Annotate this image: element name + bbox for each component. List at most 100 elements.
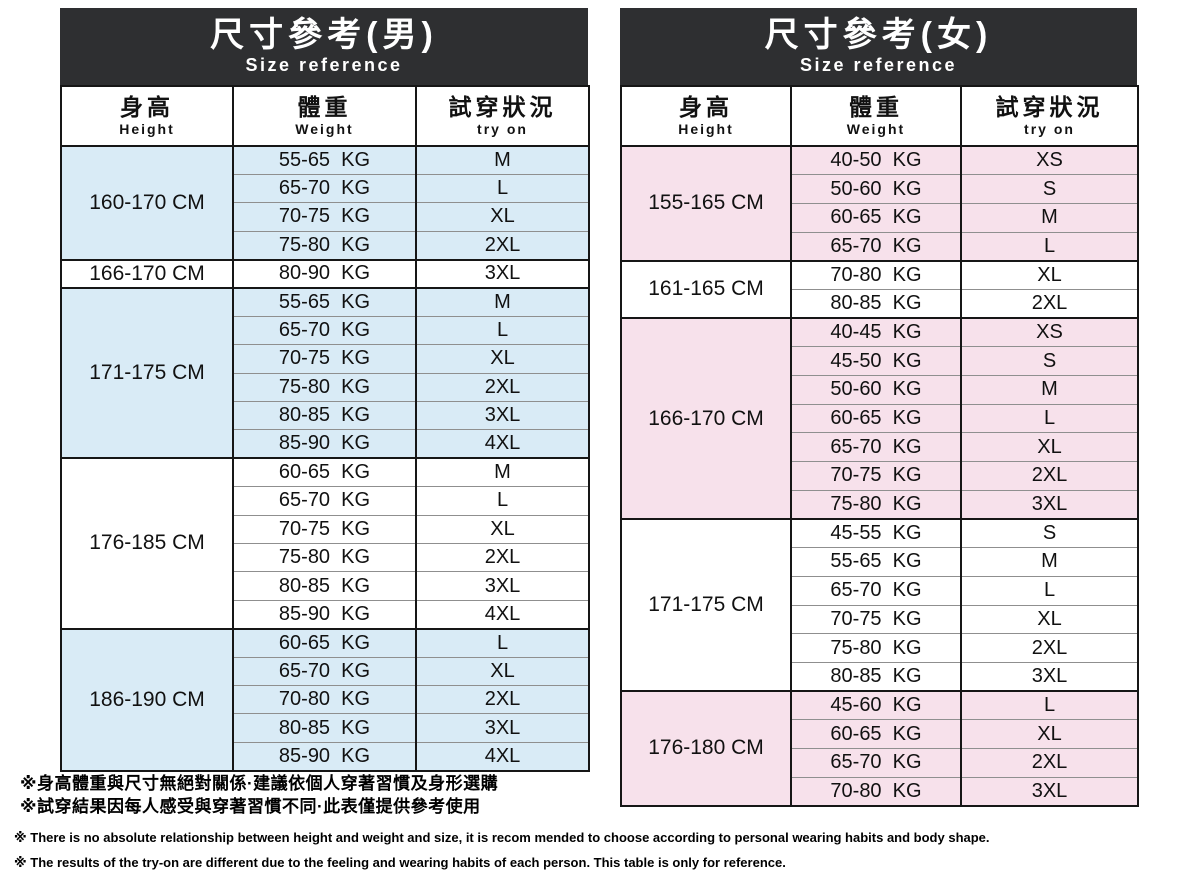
size-cell: 4XL bbox=[416, 599, 589, 629]
height-cell: 161-165 CM bbox=[621, 259, 791, 319]
weight-cell: 45-50 KG bbox=[790, 346, 962, 376]
size-cell: 3XL bbox=[961, 489, 1138, 519]
footnote-line: ※ The results of the try-on are differen… bbox=[14, 854, 786, 870]
men-table-subtitle: Size reference bbox=[245, 55, 403, 76]
size-cell: 2XL bbox=[416, 542, 589, 572]
size-cell: 2XL bbox=[961, 633, 1138, 663]
height-cell: 155-165 CM bbox=[621, 145, 791, 261]
table-row: 55-65 KG M bbox=[621, 547, 1138, 577]
height-cell: 186-190 CM bbox=[61, 627, 233, 771]
weight-cell: 50-60 KG bbox=[790, 375, 962, 405]
size-cell: XL bbox=[961, 604, 1138, 634]
height-cell: 160-170 CM bbox=[61, 145, 233, 260]
weight-cell: 55-65 KG bbox=[232, 144, 417, 175]
size-cell: 2XL bbox=[961, 747, 1138, 778]
table-row: 161-165 CM 70-80 KG XL bbox=[621, 259, 1138, 319]
weight-cell: 65-70 KG bbox=[790, 231, 962, 261]
table-row: 65-70 KG L bbox=[61, 486, 589, 516]
table-row: 80-85 KG 2XL bbox=[621, 288, 1138, 319]
size-cell: L bbox=[416, 627, 589, 658]
size-cell: L bbox=[416, 486, 589, 516]
size-cell: M bbox=[961, 547, 1138, 577]
size-cell: L bbox=[961, 231, 1138, 261]
table-row: 85-90 KG 4XL bbox=[61, 429, 589, 459]
weight-cell: 70-75 KG bbox=[232, 514, 417, 544]
footnotes-english: ※ There is no absolute relationship betw… bbox=[14, 826, 990, 875]
size-cell: XL bbox=[416, 202, 589, 232]
size-cell: XL bbox=[416, 514, 589, 544]
table-row: 75-80 KG 2XL bbox=[61, 542, 589, 572]
table-row: 166-170 CM 40-45 KG XS bbox=[621, 317, 1138, 519]
size-cell: XL bbox=[961, 719, 1138, 749]
weight-cell: 60-65 KG bbox=[790, 719, 962, 749]
weight-cell: 60-65 KG bbox=[790, 202, 962, 233]
table-row: 186-190 CM 60-65 KG L bbox=[61, 627, 589, 771]
table-row: 160-170 CM 55-65 KG M bbox=[61, 144, 589, 260]
table-row: 171-175 CM 45-55 KG S bbox=[621, 517, 1138, 692]
size-table-men: 尺寸參考(男) Size reference 身高 Height 體重 Weig… bbox=[60, 8, 590, 772]
size-cell: 3XL bbox=[416, 401, 589, 430]
weight-cell: 70-80 KG bbox=[790, 259, 962, 290]
weight-cell: 75-80 KG bbox=[232, 372, 417, 402]
table-row: 166-170 CM 80-90 KG 3XL bbox=[61, 258, 589, 288]
men-table-title: 尺寸參考(男) bbox=[210, 15, 438, 54]
footnote-line: ※試穿結果因每人感受與穿著習慣不同·此表僅提供參考使用 bbox=[20, 796, 481, 816]
footnote-line: ※身高體重與尺寸無絕對關係·建議依個人穿著習慣及身形選購 bbox=[20, 774, 499, 793]
table-row: 70-75 KG XL bbox=[621, 604, 1138, 634]
size-cell: M bbox=[961, 375, 1138, 405]
table-row: 85-90 KG 4XL bbox=[61, 599, 589, 629]
size-cell: M bbox=[416, 457, 589, 487]
women-table-title: 尺寸參考(女) bbox=[764, 15, 993, 54]
table-row: 155-165 CM 40-50 KG XS bbox=[621, 145, 1138, 261]
size-table-women: 尺寸參考(女) Size reference 身高 Height 體重 Weig… bbox=[620, 8, 1139, 807]
size-cell: 3XL bbox=[961, 661, 1138, 692]
height-cell: 176-180 CM bbox=[621, 690, 791, 806]
table-row: 65-70 KG L bbox=[621, 575, 1138, 605]
weight-cell: 70-75 KG bbox=[790, 604, 962, 634]
size-cell: XS bbox=[961, 145, 1138, 175]
size-cell: L bbox=[961, 575, 1138, 605]
weight-cell: 80-90 KG bbox=[232, 258, 417, 288]
weight-cell: 60-65 KG bbox=[232, 457, 417, 487]
weight-cell: 75-80 KG bbox=[232, 542, 417, 572]
table-row: 70-75 KG XL bbox=[61, 514, 589, 544]
table-row: 60-65 KG XL bbox=[621, 719, 1138, 749]
size-cell: 4XL bbox=[416, 429, 589, 459]
weight-cell: 50-60 KG bbox=[790, 174, 962, 204]
table-row: 176-180 CM 45-60 KG L bbox=[621, 690, 1138, 806]
table-row: 80-85 KG 3XL bbox=[61, 571, 589, 601]
height-cell: 166-170 CM bbox=[61, 258, 233, 288]
table-row: 65-70 KG L bbox=[61, 173, 589, 203]
size-cell: S bbox=[961, 174, 1138, 204]
weight-cell: 45-60 KG bbox=[790, 690, 962, 720]
weight-cell: 80-85 KG bbox=[232, 713, 417, 743]
column-header-weight: 體重 Weight bbox=[232, 86, 417, 147]
weight-cell: 65-70 KG bbox=[232, 173, 417, 203]
weight-cell: 65-70 KG bbox=[790, 575, 962, 605]
size-cell: M bbox=[961, 202, 1138, 233]
size-cell: XL bbox=[416, 344, 589, 374]
size-cell: L bbox=[961, 690, 1138, 720]
size-cell: M bbox=[416, 286, 589, 317]
weight-cell: 85-90 KG bbox=[232, 599, 417, 629]
size-cell: S bbox=[961, 517, 1138, 548]
weight-cell: 80-85 KG bbox=[790, 288, 962, 319]
weight-cell: 80-85 KG bbox=[790, 661, 962, 692]
size-cell: 2XL bbox=[416, 684, 589, 714]
men-size-table: 身高 Height 體重 Weight 試穿狀況 try on 160-170 … bbox=[60, 85, 590, 772]
height-cell: 166-170 CM bbox=[621, 317, 791, 519]
height-cell: 171-175 CM bbox=[621, 517, 791, 692]
footnotes-chinese: ※身高體重與尺寸無絕對關係·建議依個人穿著習慣及身形選購 ※試穿結果因每人感受與… bbox=[20, 773, 498, 818]
weight-cell: 65-70 KG bbox=[232, 315, 417, 345]
weight-cell: 75-80 KG bbox=[790, 633, 962, 663]
column-header-weight: 體重 Weight bbox=[790, 86, 962, 147]
height-cell: 176-185 CM bbox=[61, 457, 233, 629]
footnote-line: ※ There is no absolute relationship betw… bbox=[14, 830, 990, 845]
size-cell: 2XL bbox=[961, 461, 1138, 491]
women-size-table: 身高 Height 體重 Weight 試穿狀況 try on 155-165 … bbox=[620, 85, 1139, 807]
weight-cell: 70-80 KG bbox=[790, 776, 962, 806]
weight-cell: 40-50 KG bbox=[790, 145, 962, 175]
size-cell: XS bbox=[961, 317, 1138, 347]
size-cell: XL bbox=[961, 432, 1138, 462]
